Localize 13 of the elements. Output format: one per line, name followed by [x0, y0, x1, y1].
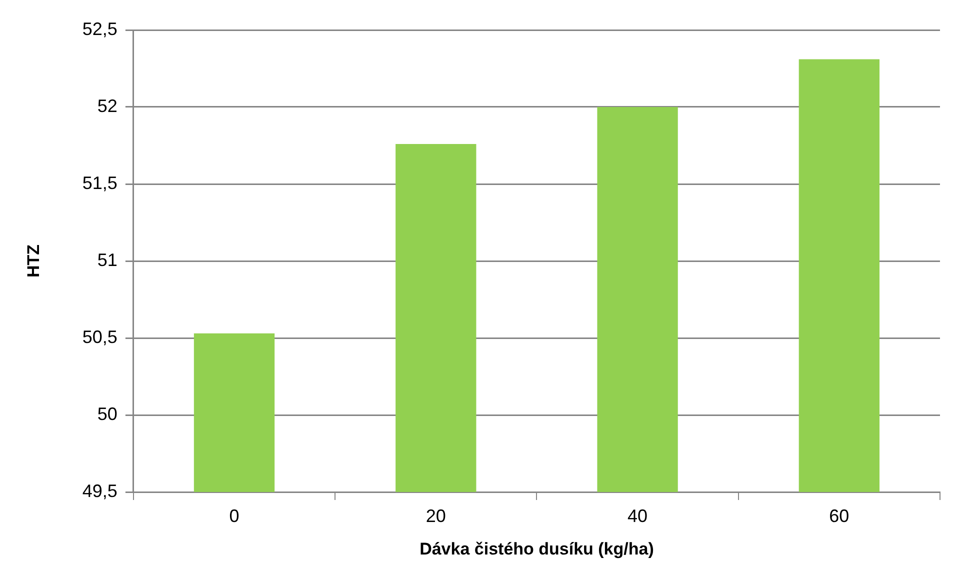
y-tick-label: 51 [97, 250, 118, 270]
y-tick-label: 52,5 [82, 18, 118, 39]
y-tick-label: 50,5 [82, 326, 118, 347]
x-tick-label: 40 [628, 506, 648, 526]
x-tick-label: 20 [426, 506, 446, 526]
y-tick-label: 52 [97, 96, 118, 116]
y-tick-label: 50 [97, 404, 118, 424]
x-axis-title: Dávka čistého dusíku (kg/ha) [420, 539, 654, 558]
y-axis-title: HTZ [24, 244, 43, 278]
x-tick-label: 60 [829, 506, 850, 526]
y-tick-label: 51,5 [82, 172, 118, 193]
y-tick-label: 49,5 [82, 480, 118, 501]
x-tick-label: 0 [229, 506, 240, 526]
